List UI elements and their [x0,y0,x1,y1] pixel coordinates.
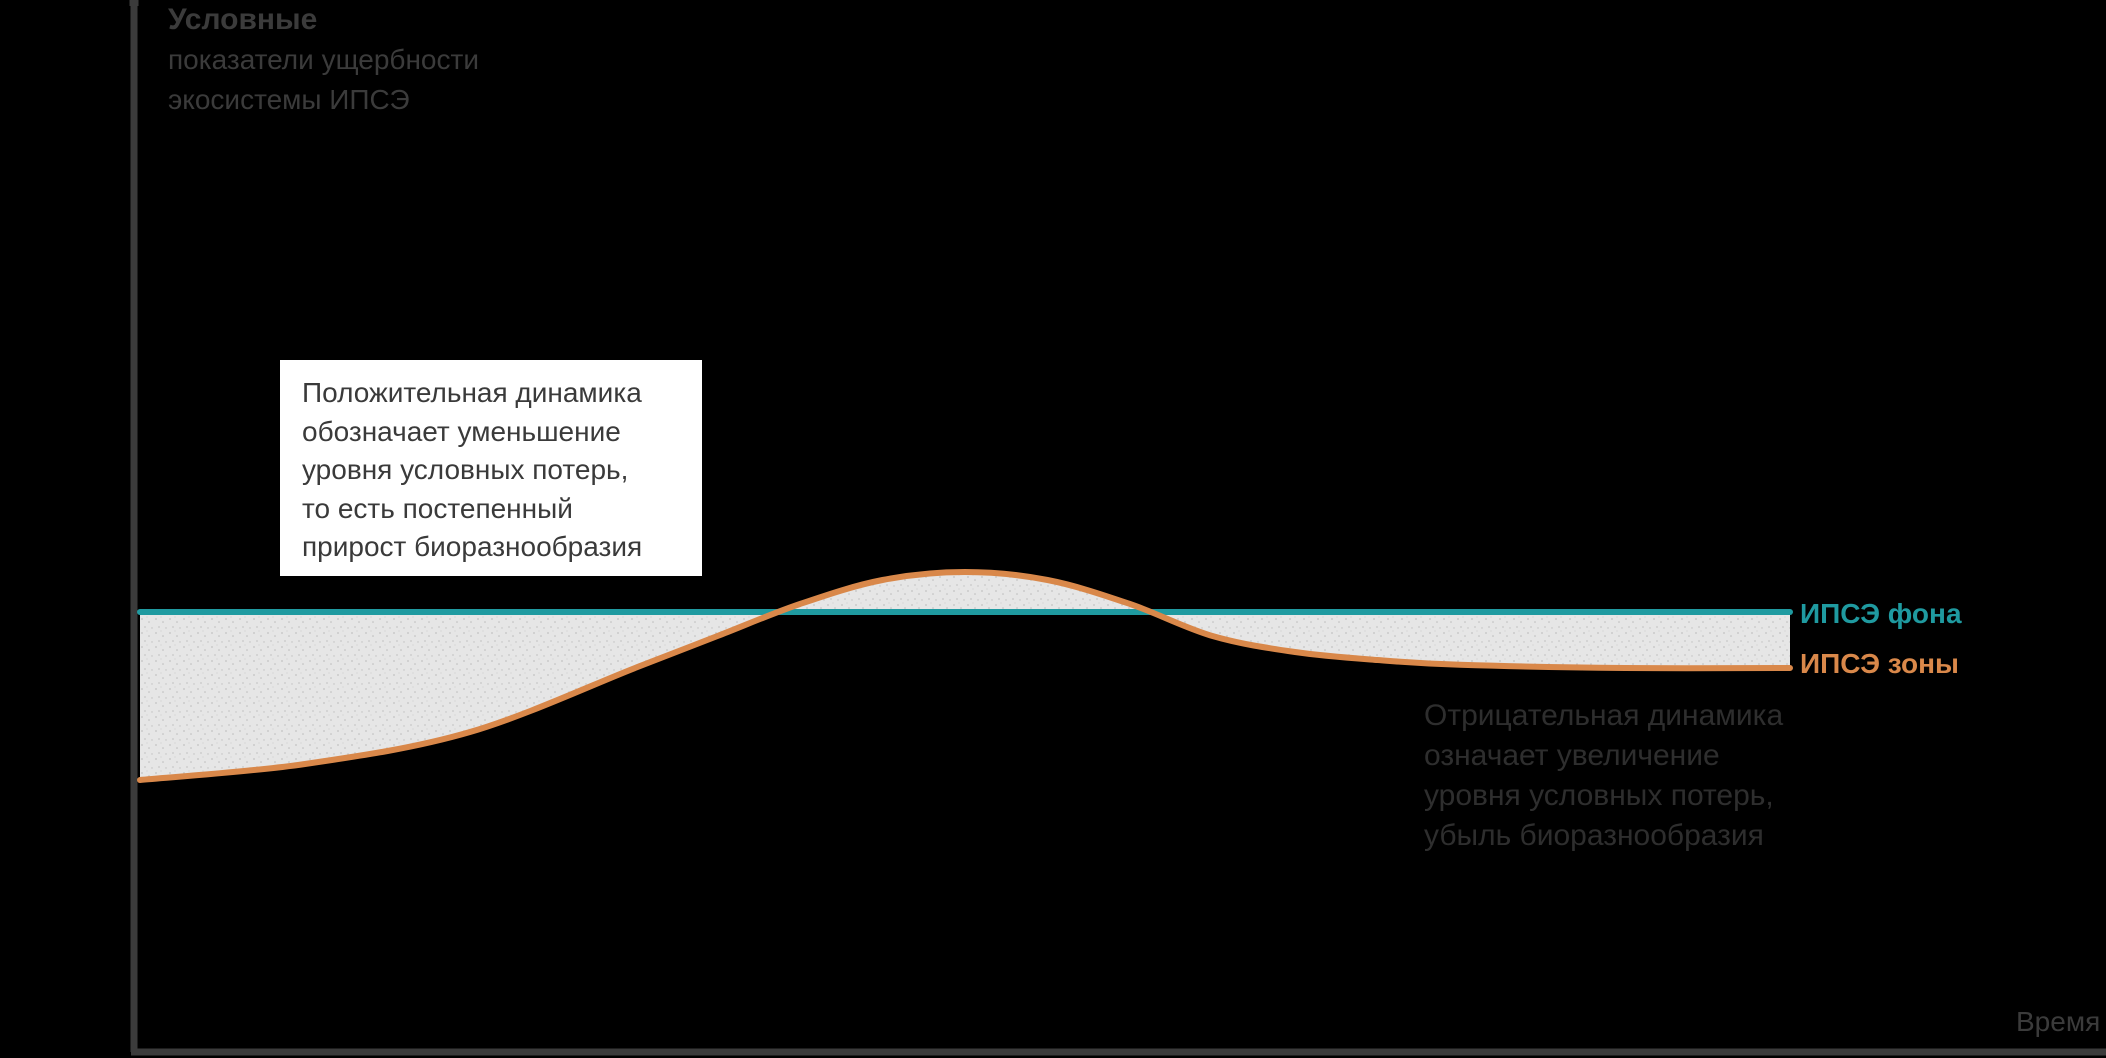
y-axis-title-line-1: Условные [168,3,318,36]
y-axis-title-line-3: экосистемы ИПСЭ [168,84,410,115]
negative-note-line-2: означает увеличение [1424,739,1720,772]
negative-note-line-3: уровня условных потерь, [1424,779,1774,812]
x-axis-title: Время [2016,1006,2101,1037]
legend-label-background: ИПСЭ фона [1800,598,1962,629]
negative-dynamics-note: Отрицательная динамика означает увеличен… [1424,696,1784,856]
difference-area [140,572,1790,780]
positive-note-line-2: обозначает уменьшение [302,415,621,447]
positive-note-line-5: прирост биоразнообразия [302,531,643,562]
positive-note-line-4: то есть постепенный [302,492,573,524]
negative-note-line-4: убыль биоразнообразия [1424,819,1764,852]
y-axis-title-line-2: показатели ущербности [168,44,479,75]
y-axis-title: Условные показатели ущербности экосистем… [168,0,528,120]
positive-note-line-1: Положительная динамика [302,377,642,408]
negative-note-line-1: Отрицательная динамика [1424,699,1784,732]
legend-label-zone: ИПСЭ зоны [1800,648,1959,679]
positive-dynamics-note: Положительная динамика обозначает уменьш… [280,360,702,576]
positive-note-line-3: уровня условных потерь, [302,454,629,485]
series-line-zone [137,569,1793,783]
